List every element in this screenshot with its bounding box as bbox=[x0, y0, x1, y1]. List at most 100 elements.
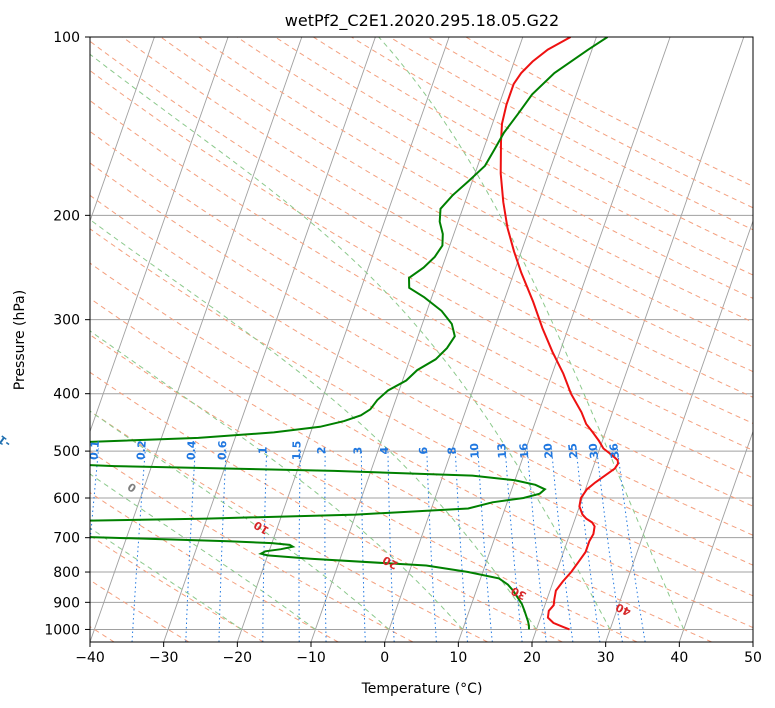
chart-title: wetPf2_C2E1.2020.295.18.05.G22 bbox=[285, 11, 559, 31]
isotherm-40 bbox=[678, 430, 753, 642]
dry-adiabat-80 bbox=[90, 162, 753, 536]
dry-adiabat-70 bbox=[90, 194, 753, 566]
isotherm--20 bbox=[236, 37, 450, 642]
dry-adiabat-30 bbox=[90, 334, 638, 642]
dry-adiabat-label--10: -10 bbox=[0, 428, 13, 450]
mixing-ratio-label-1: 1 bbox=[256, 446, 269, 454]
mixing-ratio-label-10: 10 bbox=[468, 442, 482, 458]
y-axis-label: Pressure (hPa) bbox=[12, 290, 28, 390]
moist-adiabat-0 bbox=[90, 410, 390, 630]
x-tick-label-40: 40 bbox=[670, 650, 688, 666]
dry-adiabat-110 bbox=[90, 69, 753, 451]
isotherm--80 bbox=[0, 37, 7, 642]
mixing-ratio-line-1 bbox=[262, 448, 268, 642]
isotherm--40 bbox=[90, 37, 303, 642]
mixing-ratio-line-2 bbox=[324, 448, 327, 642]
mixing-ratio-line-6 bbox=[426, 448, 437, 642]
mixing-ratio-label-16: 16 bbox=[517, 442, 531, 459]
x-tick-label--30: −30 bbox=[149, 650, 179, 666]
dry-adiabat-40 bbox=[90, 297, 712, 642]
dewpoint-line bbox=[90, 37, 609, 630]
x-tick-label--20: −20 bbox=[223, 650, 253, 666]
dry-adiabat-50 bbox=[90, 262, 753, 629]
y-tick-label-200: 200 bbox=[53, 208, 80, 224]
mixing-ratio-label-3: 3 bbox=[351, 447, 364, 455]
mixing-ratio-label-0.1: 0.1 bbox=[87, 440, 102, 461]
x-tick-label-10: 10 bbox=[449, 650, 467, 666]
mixing-ratio-line-13 bbox=[504, 448, 523, 642]
mixing-ratio-label-6: 6 bbox=[417, 446, 430, 454]
y-tick-label-400: 400 bbox=[53, 387, 80, 403]
mixing-ratio-label-2: 2 bbox=[315, 447, 328, 455]
mixing-ratio-line-3 bbox=[360, 448, 366, 642]
y-tick-label-700: 700 bbox=[53, 531, 80, 547]
mixing-ratio-label-0.6: 0.6 bbox=[215, 440, 229, 460]
y-tick-label-500: 500 bbox=[53, 444, 80, 460]
mixing-ratio-label-20: 20 bbox=[541, 442, 555, 459]
mixing-ratio-label-0.2: 0.2 bbox=[134, 440, 148, 460]
moist-adiabat--10 bbox=[90, 473, 316, 630]
dry-adiabat-200 bbox=[389, 37, 753, 231]
dry-adiabat-100 bbox=[90, 99, 753, 479]
dry-adiabat--20 bbox=[90, 534, 264, 642]
mixing-ratio-line-20 bbox=[551, 448, 574, 642]
isotherm-30 bbox=[605, 219, 753, 642]
moist-adiabat-40 bbox=[378, 37, 685, 630]
mixing-ratio-label-25: 25 bbox=[566, 443, 580, 460]
x-tick-label--10: −10 bbox=[296, 650, 326, 666]
dry-adiabat-label-20: 20 bbox=[380, 553, 400, 572]
x-tick-label--40: −40 bbox=[75, 650, 105, 666]
moist-adiabat--20 bbox=[90, 527, 242, 630]
mixing-ratio-label-1.5: 1.5 bbox=[290, 441, 303, 461]
dry-adiabat-60 bbox=[90, 228, 753, 597]
dry-adiabat-label-30: 30 bbox=[509, 584, 529, 603]
mixing-ratio-line-0.1 bbox=[90, 448, 100, 549]
mixing-ratio-label-36: 36 bbox=[607, 442, 622, 459]
moist-adiabat-30 bbox=[90, 53, 611, 630]
dry-adiabat-0 bbox=[90, 450, 414, 642]
mixing-ratio-line-4 bbox=[387, 448, 395, 642]
plot-frame bbox=[89, 36, 754, 643]
isotherm-0 bbox=[384, 37, 597, 642]
mixing-ratio-label-8: 8 bbox=[445, 447, 458, 455]
mixing-ratio-label-4: 4 bbox=[378, 446, 391, 454]
dry-adiabat--10 bbox=[90, 491, 339, 642]
dry-adiabat-20 bbox=[90, 371, 563, 642]
dry-adiabat-160 bbox=[236, 37, 753, 323]
mixing-ratio-line-16 bbox=[526, 448, 547, 642]
mixing-ratio-label-30: 30 bbox=[586, 442, 601, 459]
y-tick-label-300: 300 bbox=[53, 313, 80, 329]
dry-adiabat-90 bbox=[90, 130, 753, 507]
mixing-ratio-line-0.2 bbox=[131, 448, 146, 642]
dry-adiabat-label-40: 40 bbox=[613, 600, 633, 618]
y-tick-label-100: 100 bbox=[53, 30, 80, 46]
mixing-ratio-line-0.6 bbox=[218, 448, 227, 642]
dry-adiabat-10 bbox=[90, 410, 488, 642]
mixing-ratio-label-0.4: 0.4 bbox=[184, 440, 198, 461]
isotherm--60 bbox=[90, 37, 155, 223]
dry-adiabat-130 bbox=[122, 37, 753, 398]
x-tick-label-20: 20 bbox=[523, 650, 541, 666]
x-axis-label: Temperature (°C) bbox=[361, 681, 483, 697]
x-tick-label-0: 0 bbox=[380, 650, 389, 666]
isotherm-50 bbox=[752, 640, 753, 642]
y-tick-label-900: 900 bbox=[53, 595, 80, 611]
x-tick-label-30: 30 bbox=[597, 650, 615, 666]
dry-adiabat-180 bbox=[313, 37, 753, 276]
dry-adiabat-140 bbox=[160, 37, 753, 373]
isotherm-10 bbox=[457, 37, 671, 642]
isotherm--50 bbox=[90, 37, 229, 433]
isotherm--10 bbox=[310, 37, 524, 642]
dry-adiabat-170 bbox=[274, 37, 753, 299]
mixing-ratio-line-0.4 bbox=[185, 448, 196, 642]
dry-adiabat--30 bbox=[90, 579, 190, 642]
dry-adiabat-210 bbox=[427, 37, 753, 209]
x-tick-label-50: 50 bbox=[744, 650, 762, 666]
line-labels: 0.10.20.40.611.52346810131620253036-100-… bbox=[0, 428, 633, 619]
dry-adiabat-220 bbox=[465, 37, 753, 187]
axis-ticks: −40 −30 −20 −10 0 10 20 30 40 50 100 200 300 400 500 6 0… bbox=[44, 30, 762, 666]
moist-adiabat-20 bbox=[90, 219, 537, 630]
plot-area bbox=[0, 37, 753, 642]
mixing-ratio-label-13: 13 bbox=[495, 443, 509, 459]
